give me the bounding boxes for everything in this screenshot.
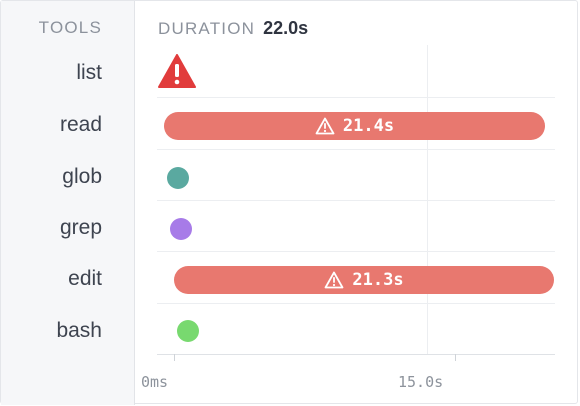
tool-label-bash: bash xyxy=(56,319,102,342)
tool-label-edit: edit xyxy=(68,267,102,290)
list-error-icon[interactable] xyxy=(158,54,196,88)
warning-outline-icon xyxy=(315,117,335,135)
tool-label-read: read xyxy=(59,113,102,136)
read-bar-label: 21.4s xyxy=(342,116,395,136)
tools-header: TOOLS xyxy=(38,18,102,37)
row-separator xyxy=(157,303,555,304)
duration-value: 22.0s xyxy=(263,18,309,38)
row-separator xyxy=(157,97,555,98)
read-duration-bar[interactable]: 21.4s xyxy=(164,112,545,140)
edit-bar-label: 21.3s xyxy=(352,270,404,290)
duration-header: DURATION 22.0s xyxy=(158,18,308,39)
row-separator xyxy=(157,149,555,150)
axis-tick-15s xyxy=(455,354,456,361)
axis-label-15s: 15.0s xyxy=(398,373,444,391)
bash-marker[interactable] xyxy=(177,320,199,342)
axis-tick-0 xyxy=(174,354,175,361)
warning-outline-icon xyxy=(324,271,344,289)
edit-duration-bar[interactable]: 21.3s xyxy=(174,266,554,294)
tool-label-grep: grep xyxy=(59,216,102,239)
row-separator xyxy=(157,200,555,201)
row-separator xyxy=(157,251,555,252)
grid-line-15s xyxy=(427,45,428,354)
glob-marker[interactable] xyxy=(167,167,189,189)
tools-column: TOOLS list read glob grep edit bash xyxy=(1,1,135,405)
duration-label: DURATION xyxy=(158,19,256,38)
time-axis xyxy=(157,354,555,355)
grep-marker[interactable] xyxy=(170,218,192,240)
axis-label-0ms: 0ms xyxy=(141,373,169,391)
tool-label-glob: glob xyxy=(62,165,102,188)
tool-label-list: list xyxy=(76,61,102,84)
